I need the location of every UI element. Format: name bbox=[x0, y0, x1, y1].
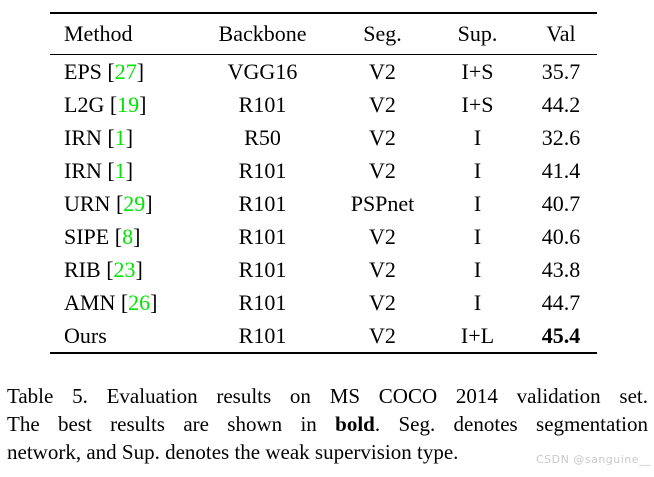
sup-cell: I bbox=[473, 223, 482, 249]
column-header-seg: Seg. bbox=[363, 21, 402, 46]
citation-link[interactable]: 29 bbox=[123, 190, 146, 216]
caption-text: . Seg. denotes segmentation bbox=[374, 412, 648, 436]
val-cell: 32.6 bbox=[541, 124, 581, 150]
citation-link[interactable]: 23 bbox=[113, 256, 136, 282]
sup-cell: I+L bbox=[460, 322, 495, 348]
sup-cell: I bbox=[473, 190, 482, 216]
backbone-cell: R101 bbox=[238, 289, 287, 315]
method-cell: Ours bbox=[64, 322, 107, 348]
column-header-method: Method bbox=[64, 21, 133, 46]
method-cell: RIB [23] bbox=[64, 256, 143, 282]
results-table-body: EPS [27] VGG16 V2 I+S 35.7 L2G [19] R101 V2 I+S 4… bbox=[50, 55, 597, 352]
caption-line: The best results are shown in bold. Seg.… bbox=[7, 410, 648, 438]
table-row: AMN [26] R101 V2 I 44.7 bbox=[50, 286, 597, 319]
seg-cell: V2 bbox=[369, 289, 396, 315]
sup-cell: I bbox=[473, 256, 482, 282]
method-cell: URN [29] bbox=[64, 190, 153, 216]
method-cell: IRN [1] bbox=[64, 124, 134, 150]
seg-cell: V2 bbox=[369, 157, 396, 183]
caption-line: network, and Sup. denotes the weak super… bbox=[7, 438, 648, 466]
method-cell: SIPE [8] bbox=[64, 223, 141, 249]
val-cell: 41.4 bbox=[541, 157, 581, 183]
sup-cell: I bbox=[473, 157, 482, 183]
column-header-backbone: Backbone bbox=[218, 21, 307, 46]
val-cell: 45.4 bbox=[541, 322, 581, 348]
results-table: Method Backbone Seg. Sup. Val EPS [27] VG… bbox=[50, 12, 597, 354]
caption-text: Table 5. Evaluation results on MS COCO 2… bbox=[7, 384, 648, 408]
citation-link[interactable]: 1 bbox=[114, 124, 126, 150]
citation-link[interactable]: 8 bbox=[122, 223, 134, 249]
caption-text: network, and Sup. denotes the weak super… bbox=[7, 440, 459, 464]
caption-line: Table 5. Evaluation results on MS COCO 2… bbox=[7, 382, 648, 410]
val-cell: 35.7 bbox=[541, 58, 581, 84]
seg-cell: V2 bbox=[369, 223, 396, 249]
backbone-cell: R101 bbox=[238, 190, 287, 216]
val-cell: 40.6 bbox=[541, 223, 581, 249]
backbone-cell: R101 bbox=[238, 157, 287, 183]
val-cell: 43.8 bbox=[541, 256, 581, 282]
method-cell: L2G [19] bbox=[64, 91, 147, 117]
seg-cell: V2 bbox=[369, 58, 396, 84]
table-row: SIPE [8] R101 V2 I 40.6 bbox=[50, 220, 597, 253]
table-row: EPS [27] VGG16 V2 I+S 35.7 bbox=[50, 55, 597, 88]
backbone-cell: R50 bbox=[244, 124, 281, 150]
caption-bold-text: bold bbox=[335, 412, 375, 436]
val-cell: 44.2 bbox=[541, 91, 581, 117]
table-row: URN [29] R101 PSPnet I 40.7 bbox=[50, 187, 597, 220]
backbone-cell: R101 bbox=[238, 91, 287, 117]
caption-text: The best results are shown in bbox=[7, 412, 336, 436]
backbone-cell: R101 bbox=[238, 322, 287, 348]
seg-cell: V2 bbox=[369, 91, 396, 117]
seg-cell: V2 bbox=[369, 256, 396, 282]
table-row: L2G [19] R101 V2 I+S 44.2 bbox=[50, 88, 597, 121]
method-cell: IRN [1] bbox=[64, 157, 134, 183]
method-cell: EPS [27] bbox=[64, 58, 145, 84]
table-row: RIB [23] R101 V2 I 43.8 bbox=[50, 253, 597, 286]
sup-cell: I bbox=[473, 289, 482, 315]
citation-link[interactable]: 26 bbox=[128, 289, 151, 315]
citation-link[interactable]: 27 bbox=[114, 58, 137, 84]
column-header-val: Val bbox=[546, 21, 576, 46]
backbone-cell: R101 bbox=[238, 223, 287, 249]
column-header-sup: Sup. bbox=[457, 21, 498, 46]
seg-cell: V2 bbox=[369, 124, 396, 150]
val-cell: 40.7 bbox=[541, 190, 581, 216]
backbone-cell: VGG16 bbox=[227, 58, 298, 84]
watermark-text: CSDN @sanguine__ bbox=[536, 453, 652, 466]
table-row: IRN [1] R101 V2 I 41.4 bbox=[50, 154, 597, 187]
table-header-row: Method Backbone Seg. Sup. Val bbox=[50, 14, 597, 55]
val-cell: 44.7 bbox=[541, 289, 581, 315]
sup-cell: I+S bbox=[461, 58, 494, 84]
method-cell: AMN [26] bbox=[64, 289, 158, 315]
seg-cell: PSPnet bbox=[350, 190, 415, 216]
seg-cell: V2 bbox=[369, 322, 396, 348]
backbone-cell: R101 bbox=[238, 256, 287, 282]
sup-cell: I+S bbox=[461, 91, 494, 117]
table-row: Ours R101 V2 I+L 45.4 bbox=[50, 319, 597, 352]
citation-link[interactable]: 19 bbox=[117, 91, 140, 117]
table-row: IRN [1] R50 V2 I 32.6 bbox=[50, 121, 597, 154]
citation-link[interactable]: 1 bbox=[114, 157, 126, 183]
table-caption: Table 5. Evaluation results on MS COCO 2… bbox=[7, 382, 648, 466]
sup-cell: I bbox=[473, 124, 482, 150]
